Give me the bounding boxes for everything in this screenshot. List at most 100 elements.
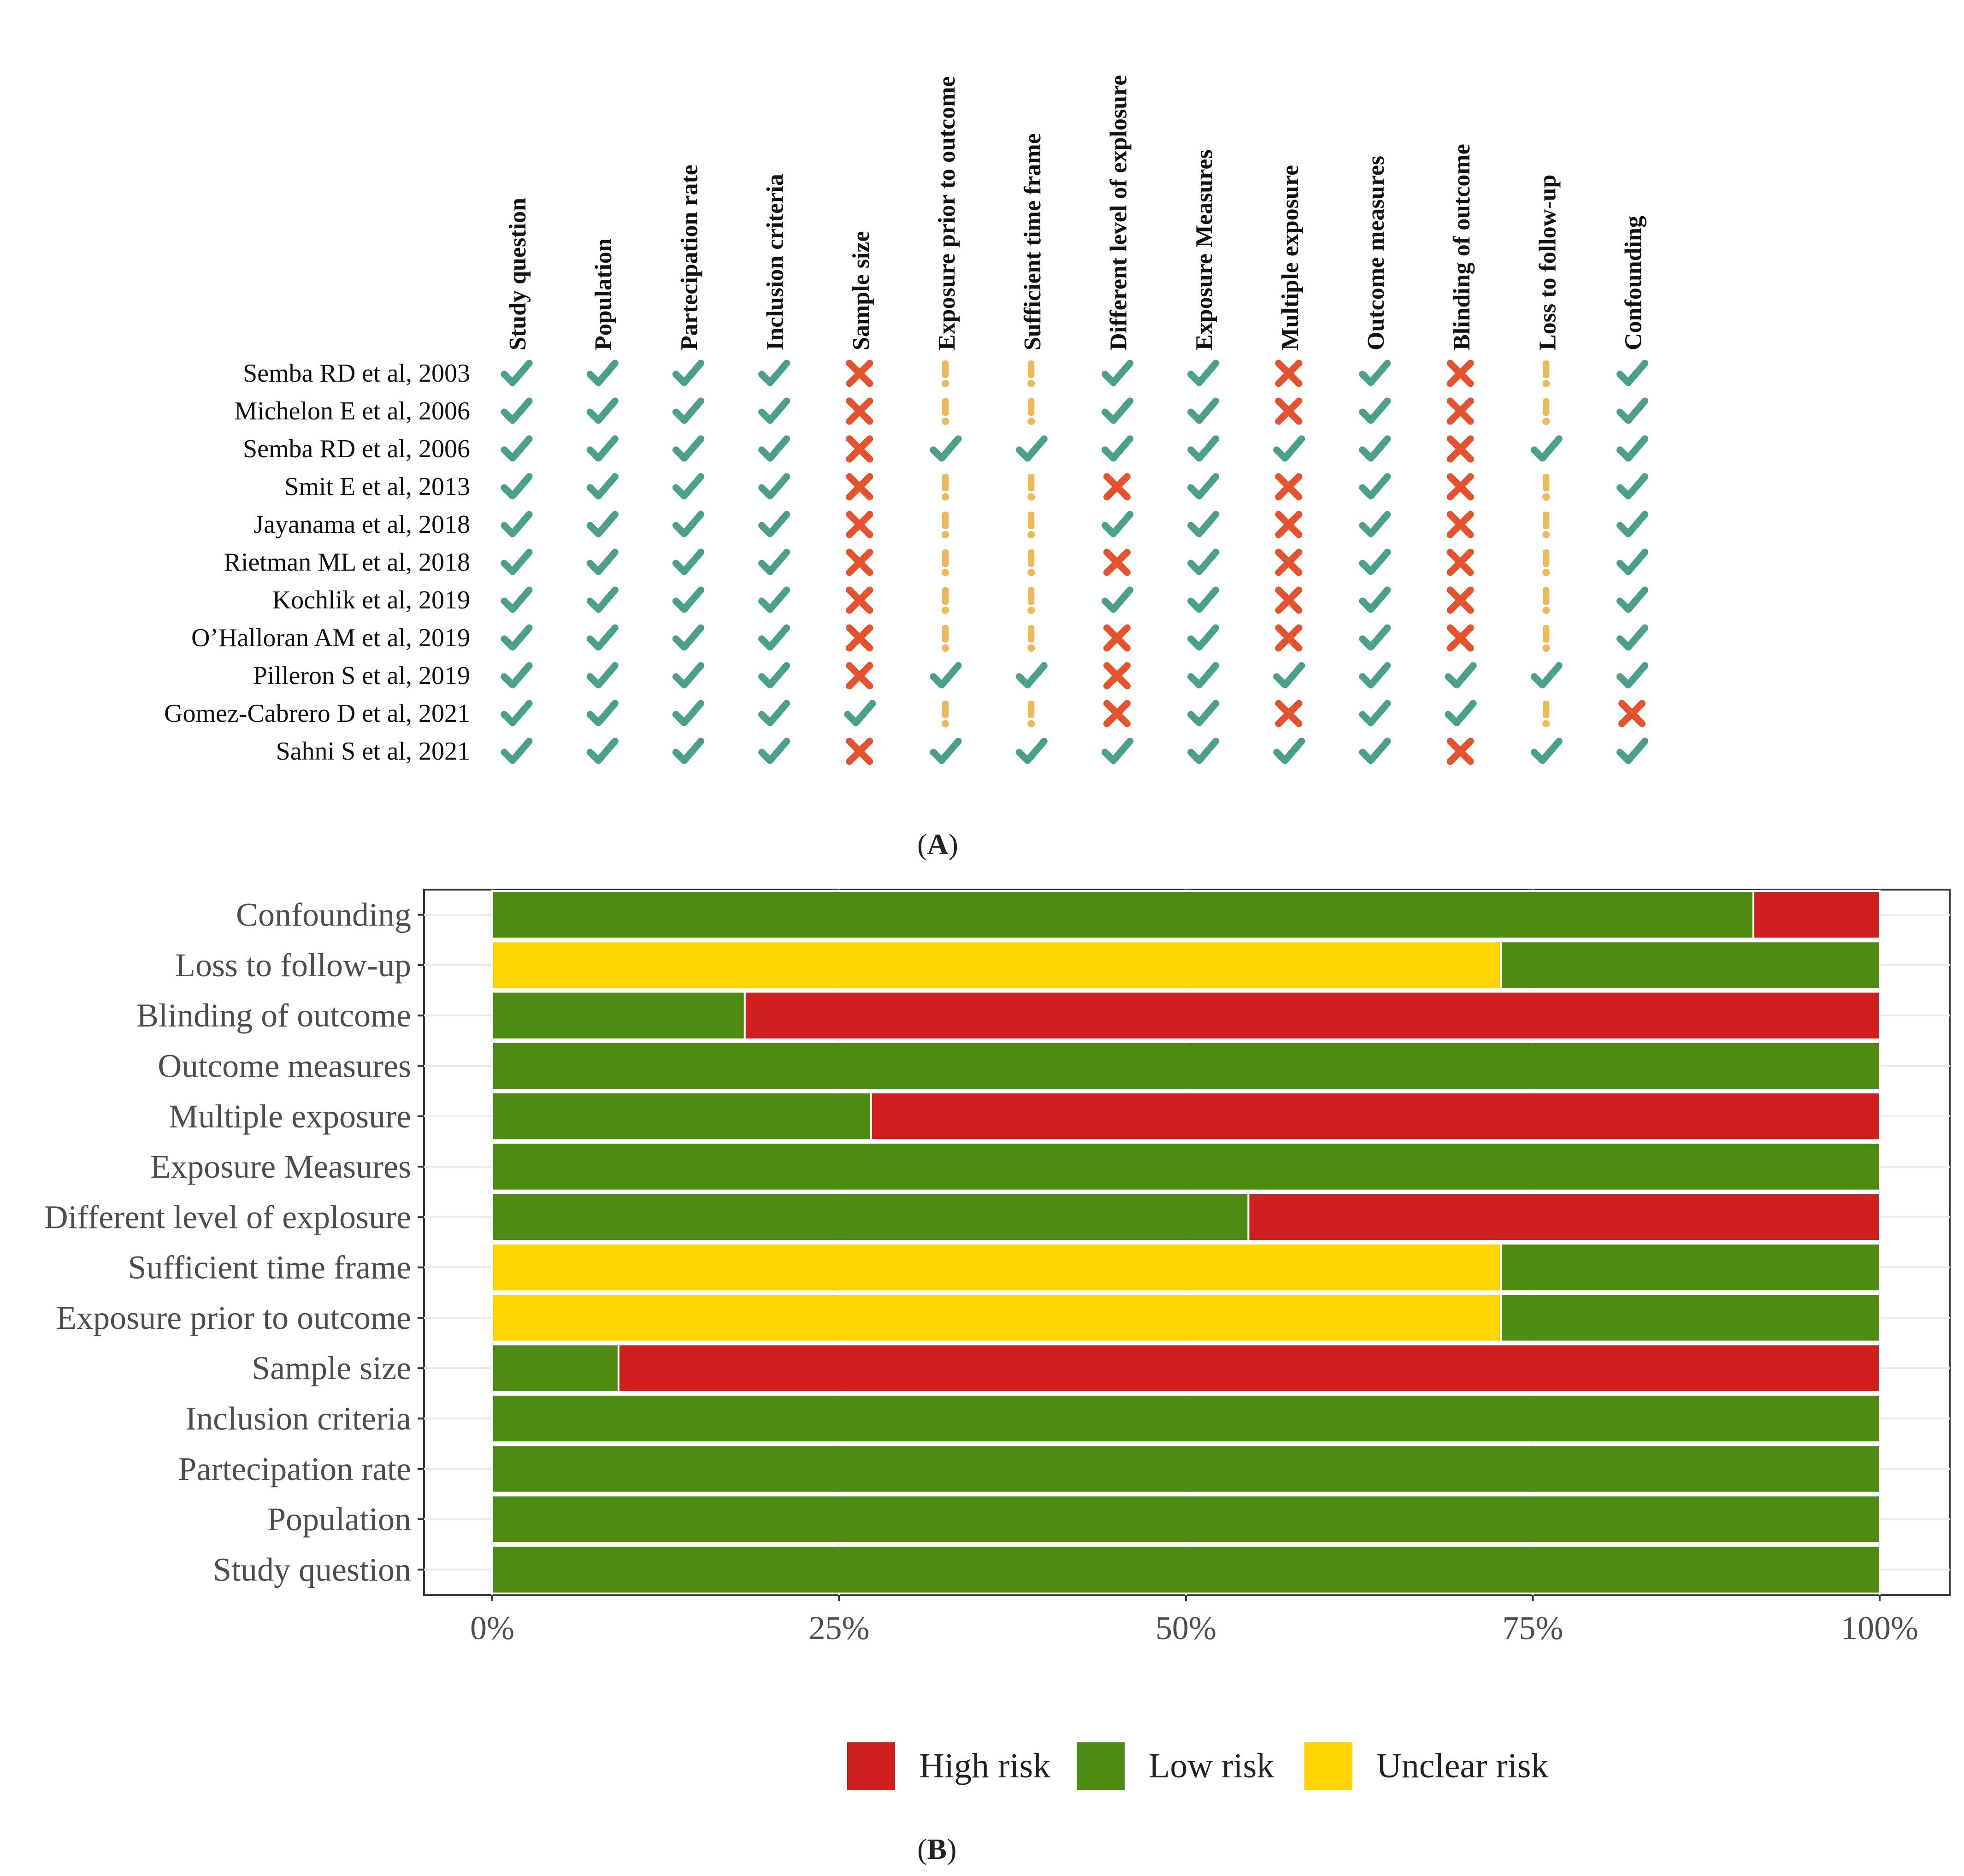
legend-swatch-high [847,1742,895,1790]
check-icon [586,586,619,613]
exclamation-icon [1542,625,1550,652]
matrix-column-header: Different level of explosure [1105,75,1132,350]
matrix-row-label: Jayanama et al, 2018 [254,510,470,539]
check-icon [501,662,533,689]
matrix-row-label: Kochlik et al, 2019 [272,586,470,614]
matrix-column-header: Partecipation rate [676,165,702,350]
exclamation-icon [942,474,949,501]
check-icon [758,737,790,764]
check-icon [501,397,533,424]
exclamation-icon [1542,512,1550,538]
cross-icon [1103,473,1131,501]
check-icon [1101,397,1133,424]
bar-segment-unclear [491,1293,1502,1343]
cross-icon [1446,360,1474,387]
exclamation-icon [1027,474,1035,501]
cross-icon [846,737,873,765]
check-icon [1273,737,1305,764]
check-icon [1359,360,1391,386]
check-icon [501,737,533,764]
cross-icon [1446,511,1474,538]
bar-segment-low [491,1494,1881,1544]
cross-icon [1446,549,1474,576]
check-icon [501,549,533,575]
check-icon [1101,586,1133,613]
check-icon [586,397,619,424]
check-icon [1187,360,1220,386]
exclamation-icon [1542,701,1550,727]
check-icon [1359,586,1391,613]
check-icon [1187,737,1220,764]
check-icon [1616,549,1649,575]
check-icon [1187,397,1220,424]
cross-icon [1275,397,1303,425]
bar-segment-low [491,890,1755,940]
matrix-column-header: Sufficient time frame [1020,133,1046,350]
check-icon [586,473,619,500]
legend-swatch-unclear [1304,1742,1352,1790]
check-icon [586,662,619,689]
y-tick-label: Different level of explosure [44,1198,411,1235]
cross-icon [846,662,873,690]
x-tick-label: 0% [470,1610,514,1646]
legend-swatch-low [1077,1742,1125,1790]
bar-segment-low [491,1041,1881,1091]
matrix-row-label: Semba RD et al, 2003 [243,359,470,388]
cross-icon [1103,700,1131,727]
check-icon [501,586,533,613]
matrix-column-header: Population [590,238,617,350]
matrix-row-label: Sahni S et al, 2021 [276,737,470,766]
check-icon [672,397,704,424]
exclamation-icon [1542,474,1550,501]
check-icon [1187,662,1220,689]
cross-icon [1275,624,1303,652]
check-icon [1273,435,1305,462]
exclamation-icon [1027,512,1035,538]
exclamation-icon [942,587,949,614]
check-icon [758,662,790,689]
check-icon [501,624,533,651]
matrix-row-label: Pilleron S et al, 2019 [253,661,470,690]
check-icon [1616,662,1649,689]
cross-icon [846,511,873,538]
exclamation-icon [1027,398,1035,425]
y-tick-label: Partecipation rate [178,1451,411,1487]
check-icon [758,586,790,613]
cross-icon [1103,624,1131,652]
cross-icon [1275,511,1303,538]
exclamation-icon [942,549,949,576]
risk-of-bias-summary-chart: Study question Population Partecipation ra… [44,889,1951,1790]
matrix-column-header: Confounding [1621,216,1647,350]
cross-icon [1103,662,1131,690]
check-icon [672,700,704,726]
exclamation-icon [1027,587,1035,614]
check-icon [501,700,533,726]
bar-segment-low [491,1545,1881,1595]
check-icon [758,624,790,651]
check-icon [501,473,533,500]
check-icon [672,662,704,689]
check-icon [1445,662,1477,689]
x-tick-label: 100% [1841,1610,1918,1646]
cross-icon [1275,473,1303,501]
matrix-column-header: Sample size [848,231,874,350]
bar-segment-high [743,991,1881,1040]
exclamation-icon [1027,549,1035,576]
cross-icon [1275,360,1303,387]
cross-icon [846,360,873,387]
cross-icon [1446,586,1474,614]
exclamation-icon [1027,360,1035,387]
check-icon [1187,435,1220,462]
check-icon [501,360,533,386]
matrix-row-label: Michelon E et al, 2006 [234,397,470,425]
cross-icon [1446,624,1474,652]
bar-segment-low [491,1393,1881,1444]
cross-icon [1275,586,1303,614]
check-icon [1616,435,1649,462]
check-icon [1616,737,1649,764]
matrix-column-header: Loss to follow-up [1534,175,1561,350]
check-icon [1187,473,1220,500]
x-tick-label: 75% [1503,1610,1563,1646]
cross-icon [1446,737,1474,765]
exclamation-icon [1542,549,1550,576]
